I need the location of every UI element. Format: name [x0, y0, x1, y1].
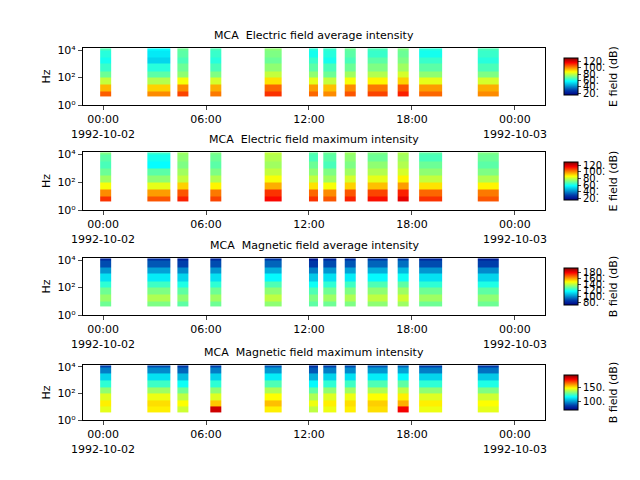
- svg-text:60.: 60.: [583, 180, 599, 191]
- svg-text:MCA Magnetic field maximum in: MCA Magnetic field maximum intensity: [204, 346, 424, 359]
- svg-text:10⁰: 10⁰: [57, 414, 76, 427]
- svg-text:E field (dB): E field (dB): [607, 151, 620, 212]
- svg-text:120.: 120.: [583, 285, 605, 296]
- svg-text:B field (dB): B field (dB): [607, 362, 620, 423]
- svg-text:10⁰: 10⁰: [57, 204, 76, 217]
- svg-text:100.: 100.: [583, 396, 605, 407]
- svg-text:MCA Electric field average in: MCA Electric field average intensity: [214, 29, 414, 42]
- svg-text:60.: 60.: [583, 75, 599, 86]
- svg-text:140.: 140.: [583, 279, 605, 290]
- svg-text:80.: 80.: [583, 173, 599, 184]
- svg-text:10²: 10²: [57, 176, 75, 189]
- svg-text:120.: 120.: [583, 160, 605, 171]
- svg-text:10²: 10²: [57, 281, 75, 294]
- svg-text:00:001992-10-03: 00:001992-10-03: [483, 323, 547, 350]
- svg-text:10²: 10²: [57, 71, 75, 84]
- svg-text:100.: 100.: [583, 62, 605, 73]
- svg-text:12:00: 12:00: [293, 218, 325, 231]
- svg-text:10⁴: 10⁴: [57, 44, 76, 57]
- svg-text:80.: 80.: [583, 69, 599, 80]
- svg-text:12:00: 12:00: [293, 113, 325, 126]
- svg-text:Hz: Hz: [40, 69, 53, 83]
- svg-text:18:00: 18:00: [396, 113, 428, 126]
- svg-text:00:001992-10-02: 00:001992-10-02: [71, 323, 135, 350]
- svg-text:40.: 40.: [583, 186, 599, 197]
- svg-text:MCA Magnetic field average in: MCA Magnetic field average intensity: [210, 239, 419, 252]
- svg-text:00:001992-10-02: 00:001992-10-02: [71, 113, 135, 140]
- svg-text:00:001992-10-03: 00:001992-10-03: [483, 113, 547, 140]
- svg-text:MCA Electric field maximum in: MCA Electric field maximum intensity: [209, 133, 419, 146]
- svg-text:20.: 20.: [583, 193, 599, 204]
- svg-text:Hz: Hz: [40, 279, 53, 293]
- svg-text:40.: 40.: [583, 81, 599, 92]
- svg-text:18:00: 18:00: [396, 428, 428, 441]
- svg-text:100.: 100.: [583, 291, 605, 302]
- svg-text:12:00: 12:00: [293, 323, 325, 336]
- svg-text:10⁰: 10⁰: [57, 309, 76, 322]
- svg-text:10⁴: 10⁴: [57, 254, 76, 267]
- svg-text:120.: 120.: [583, 56, 605, 67]
- svg-text:00:001992-10-03: 00:001992-10-03: [483, 428, 547, 455]
- svg-text:06:00: 06:00: [190, 218, 222, 231]
- svg-text:Hz: Hz: [40, 385, 53, 399]
- svg-text:80.: 80.: [583, 297, 599, 308]
- svg-text:10²: 10²: [57, 387, 75, 400]
- svg-text:10⁴: 10⁴: [57, 148, 76, 161]
- svg-text:12:00: 12:00: [293, 428, 325, 441]
- svg-text:E field (dB): E field (dB): [607, 46, 620, 107]
- svg-text:00:001992-10-02: 00:001992-10-02: [71, 428, 135, 455]
- svg-text:00:001992-10-03: 00:001992-10-03: [483, 218, 547, 245]
- svg-text:10⁰: 10⁰: [57, 99, 76, 112]
- svg-text:150.: 150.: [583, 382, 605, 393]
- svg-text:180.: 180.: [583, 267, 605, 278]
- svg-text:10⁴: 10⁴: [57, 361, 76, 374]
- svg-text:Hz: Hz: [40, 174, 53, 188]
- svg-text:160.: 160.: [583, 273, 605, 284]
- svg-text:06:00: 06:00: [190, 113, 222, 126]
- svg-text:100.: 100.: [583, 166, 605, 177]
- svg-text:06:00: 06:00: [190, 428, 222, 441]
- svg-text:20.: 20.: [583, 88, 599, 99]
- svg-text:06:00: 06:00: [190, 323, 222, 336]
- svg-text:00:001992-10-02: 00:001992-10-02: [71, 218, 135, 245]
- svg-text:18:00: 18:00: [396, 323, 428, 336]
- svg-text:18:00: 18:00: [396, 218, 428, 231]
- svg-text:B field (dB): B field (dB): [607, 256, 620, 317]
